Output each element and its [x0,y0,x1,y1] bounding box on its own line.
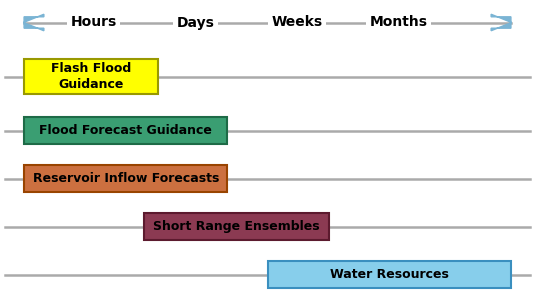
Bar [24,165,227,192]
Text: Flash Flood
Guidance: Flash Flood Guidance [51,62,131,91]
FancyArrow shape [24,14,44,31]
Text: Flood Forecast Guidance: Flood Forecast Guidance [39,124,212,137]
Bar [24,59,158,94]
Text: Days: Days [177,16,214,29]
Text: Reservoir Inflow Forecasts: Reservoir Inflow Forecasts [33,172,219,185]
Text: Weeks: Weeks [271,16,323,29]
Bar [24,117,227,144]
Text: Hours: Hours [71,16,117,29]
Bar [268,261,511,288]
Bar [144,213,329,240]
Text: Short Range Ensembles: Short Range Ensembles [154,220,320,233]
Text: Months: Months [370,16,427,29]
FancyArrow shape [491,14,511,31]
Text: Water Resources: Water Resources [330,268,449,281]
